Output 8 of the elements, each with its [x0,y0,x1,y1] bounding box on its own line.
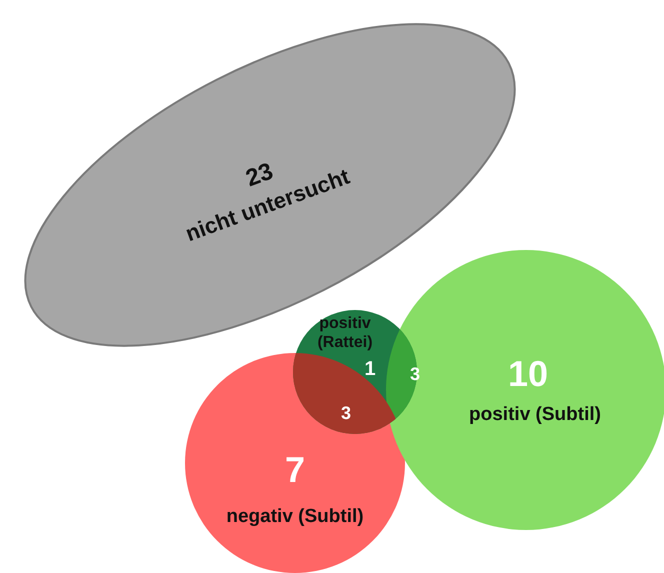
data-label: 7 [284,449,306,490]
category-label: positiv (Rattei) [317,315,373,352]
data-label: 10 [508,353,548,394]
category-label: negativ (Subtil) [226,506,364,527]
text: 3 [340,403,352,423]
text: 3 [410,364,420,384]
data-label: 1 [364,358,376,380]
category-label: positiv (Subtil) [469,404,601,425]
